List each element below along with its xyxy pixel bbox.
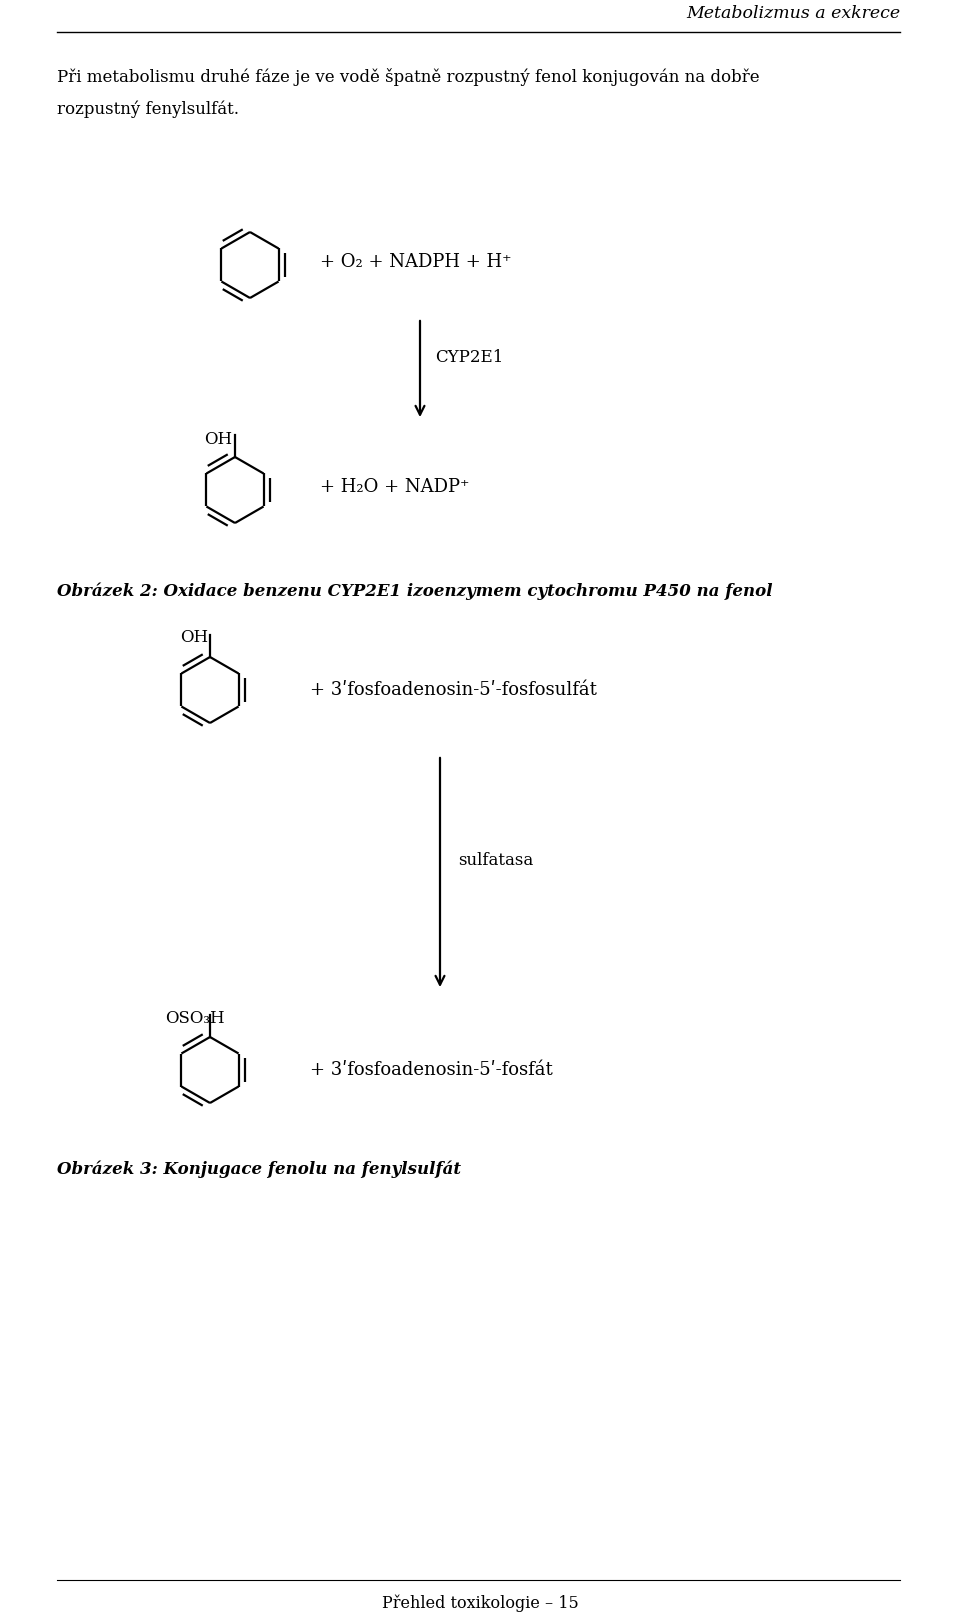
Text: sulfatasa: sulfatasa — [458, 852, 533, 868]
Text: + 3ʹfosfoadenosin-5ʹ-fosfosulfát: + 3ʹfosfoadenosin-5ʹ-fosfosulfát — [310, 681, 597, 699]
Text: CYP2E1: CYP2E1 — [435, 349, 503, 367]
Text: + 3ʹfosfoadenosin-5ʹ-fosfát: + 3ʹfosfoadenosin-5ʹ-fosfát — [310, 1061, 553, 1079]
Text: Přehled toxikologie – 15: Přehled toxikologie – 15 — [382, 1594, 578, 1612]
Text: Metabolizmus a exkrece: Metabolizmus a exkrece — [685, 5, 900, 23]
Text: + H₂O + NADP⁺: + H₂O + NADP⁺ — [320, 479, 469, 496]
Text: + O₂ + NADPH + H⁺: + O₂ + NADPH + H⁺ — [320, 252, 512, 272]
Text: OSO₃H: OSO₃H — [165, 1009, 225, 1027]
Text: Při metabolismu druhé fáze je ve vodě špatně rozpustný fenol konjugován na dobře: Při metabolismu druhé fáze je ve vodě šp… — [57, 68, 759, 86]
Text: Obrázek 2: Oxidace benzenu CYP2E1 izoenzymem cytochromu P450 na fenol: Obrázek 2: Oxidace benzenu CYP2E1 izoenz… — [57, 582, 773, 600]
Text: OH: OH — [180, 629, 208, 647]
Text: OH: OH — [204, 432, 232, 448]
Text: Obrázek 3: Konjugace fenolu na fenylsulfát: Obrázek 3: Konjugace fenolu na fenylsulf… — [57, 1159, 461, 1177]
Text: rozpustný fenylsulfát.: rozpustný fenylsulfát. — [57, 100, 239, 118]
